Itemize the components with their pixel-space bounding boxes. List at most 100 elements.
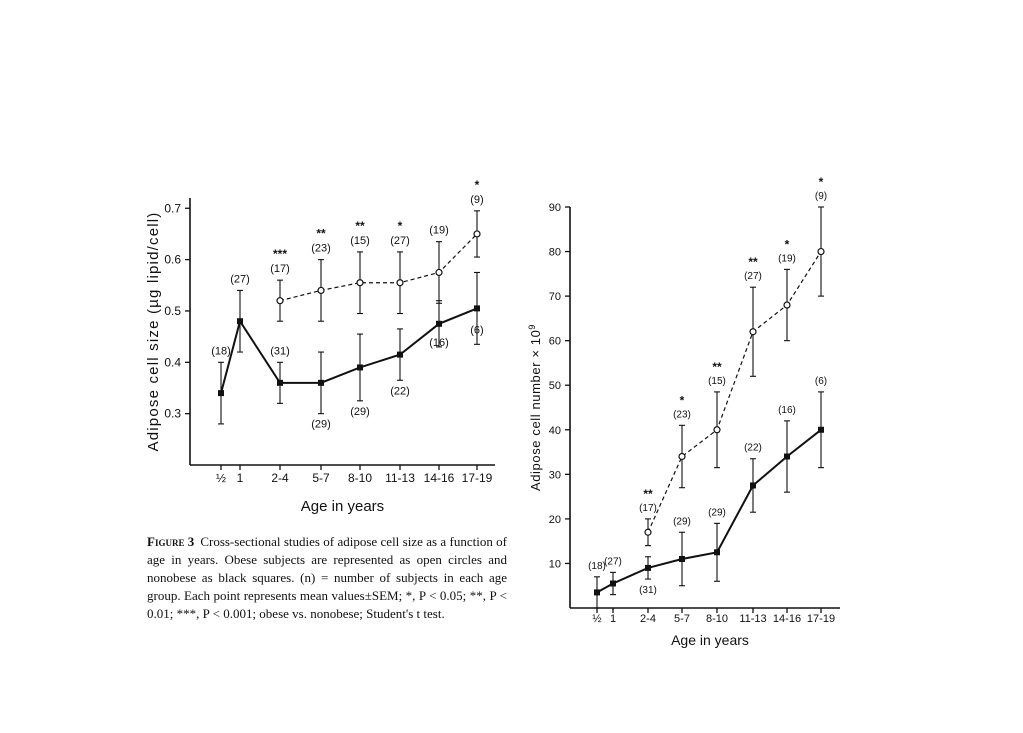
caption-lead: Figure 3: [147, 534, 195, 549]
y-tick-label: 0.7: [164, 201, 181, 215]
nonobese-point: [318, 379, 324, 386]
nonobese-point: [237, 318, 243, 325]
n-label: (16): [429, 337, 449, 349]
n-label: (6): [470, 324, 483, 336]
n-label: (29): [311, 419, 331, 431]
obese-point: [678, 452, 686, 461]
n-label: (6): [815, 376, 827, 387]
x-tick-label: ½: [216, 471, 226, 485]
n-label: (27): [390, 235, 410, 247]
obese-series-line: [279, 233, 478, 302]
x-tick-label: 5-7: [674, 613, 690, 625]
significance-marker: **: [643, 487, 653, 501]
n-label: (22): [744, 443, 762, 454]
obese-point: [473, 230, 481, 238]
significance-marker: **: [355, 219, 365, 233]
significance-marker: ***: [273, 247, 287, 261]
n-label: (23): [673, 409, 691, 420]
y-axis-label: Adipose cell number × 109: [527, 324, 543, 491]
x-tick-label: 2-4: [271, 471, 289, 485]
y-tick-label: 90: [549, 202, 561, 214]
x-tick-label: 17-19: [462, 471, 493, 485]
nonobese-series-line: [596, 428, 822, 594]
y-tick-label: 80: [549, 247, 561, 259]
cell-size-chart: 0.3 0.4 0.5 0.6 0.7 ½ 1 2-4 5-7 8-10 11-13 14-16 17-…: [145, 178, 495, 515]
x-tick-label: 17-19: [807, 613, 835, 625]
significance-marker: **: [748, 255, 758, 269]
n-label: (29): [673, 516, 691, 527]
n-label: (18): [211, 345, 231, 357]
obese-point: [396, 279, 404, 287]
y-tick-label: 0.5: [164, 304, 181, 318]
n-label: (27): [604, 556, 622, 567]
y-tick-label: 30: [549, 469, 561, 481]
x-tick-label: 14-16: [424, 471, 455, 485]
obese-point: [783, 301, 791, 309]
x-axis-label: Age in years: [671, 632, 749, 648]
significance-marker: *: [680, 393, 685, 407]
y-axis-label-exponent: 9: [527, 324, 537, 330]
obese-point: [317, 286, 325, 295]
nonobese-point: [714, 549, 720, 556]
y-tick-label: 40: [549, 425, 561, 437]
x-tick-label: ½: [592, 613, 601, 625]
significance-marker: *: [785, 237, 790, 251]
nonobese-point: [610, 580, 616, 587]
x-tick-label: 2-4: [640, 613, 656, 625]
y-tick-label: 50: [549, 380, 561, 392]
n-label: (27): [744, 271, 762, 282]
obese-point: [276, 297, 284, 305]
x-tick-label: 1: [610, 613, 616, 625]
nonobese-point: [218, 390, 224, 397]
caption-text: Cross-sectional studies of adipose cell …: [147, 534, 508, 621]
n-label: (15): [708, 376, 726, 387]
obese-point: [356, 279, 364, 287]
significance-marker: **: [712, 360, 722, 374]
significance-marker: *: [475, 178, 480, 192]
n-label: (9): [815, 191, 827, 202]
y-tick-label: 70: [549, 291, 561, 303]
y-tick-label: 20: [549, 514, 561, 526]
nonobese-point: [357, 364, 363, 371]
x-axis-label: Age in years: [301, 498, 384, 515]
y-tick-label: 0.4: [164, 355, 181, 369]
nonobese-series-line: [220, 307, 478, 394]
n-label: (15): [350, 235, 370, 247]
n-label: (19): [778, 253, 796, 264]
nonobese-point: [750, 482, 756, 489]
x-tick-label: 11-13: [385, 471, 415, 485]
n-label: (23): [311, 243, 331, 255]
obese-point: [817, 247, 825, 256]
cell-number-chart: 10 20 30 40 50 60 70 80 90 ½ 1 2-4 5-7 8-10 11-13 14-16…: [527, 175, 840, 648]
nonobese-point: [436, 320, 442, 327]
n-label: (19): [429, 225, 449, 237]
y-tick-label: 0.6: [164, 253, 181, 267]
significance-marker: *: [819, 175, 824, 189]
x-tick-label: 5-7: [312, 471, 330, 485]
n-label: (18): [588, 561, 606, 572]
nonobese-point: [474, 305, 480, 312]
n-label: (22): [390, 385, 410, 397]
significance-marker: **: [316, 227, 326, 241]
n-label: (9): [470, 194, 483, 206]
significance-marker: *: [398, 219, 403, 233]
nonobese-point: [397, 351, 403, 358]
nonobese-point: [784, 453, 790, 460]
n-label: (17): [639, 503, 657, 514]
y-tick-label: 10: [549, 558, 561, 570]
x-tick-label: 14-16: [773, 613, 801, 625]
y-tick-label: 0.3: [164, 407, 181, 421]
nonobese-point: [645, 564, 651, 571]
nonobese-point: [818, 426, 824, 433]
obese-point: [435, 268, 443, 277]
y-axis-label: Adipose cell size (µg lipid/cell): [145, 212, 162, 452]
obese-series-line: [647, 251, 822, 533]
n-label: (17): [270, 263, 290, 275]
x-tick-label: 1: [237, 471, 244, 485]
n-label: (16): [778, 405, 796, 416]
n-label: (29): [708, 507, 726, 518]
n-label: (27): [230, 273, 250, 285]
obese-point: [644, 528, 652, 536]
n-label: (31): [270, 345, 290, 357]
